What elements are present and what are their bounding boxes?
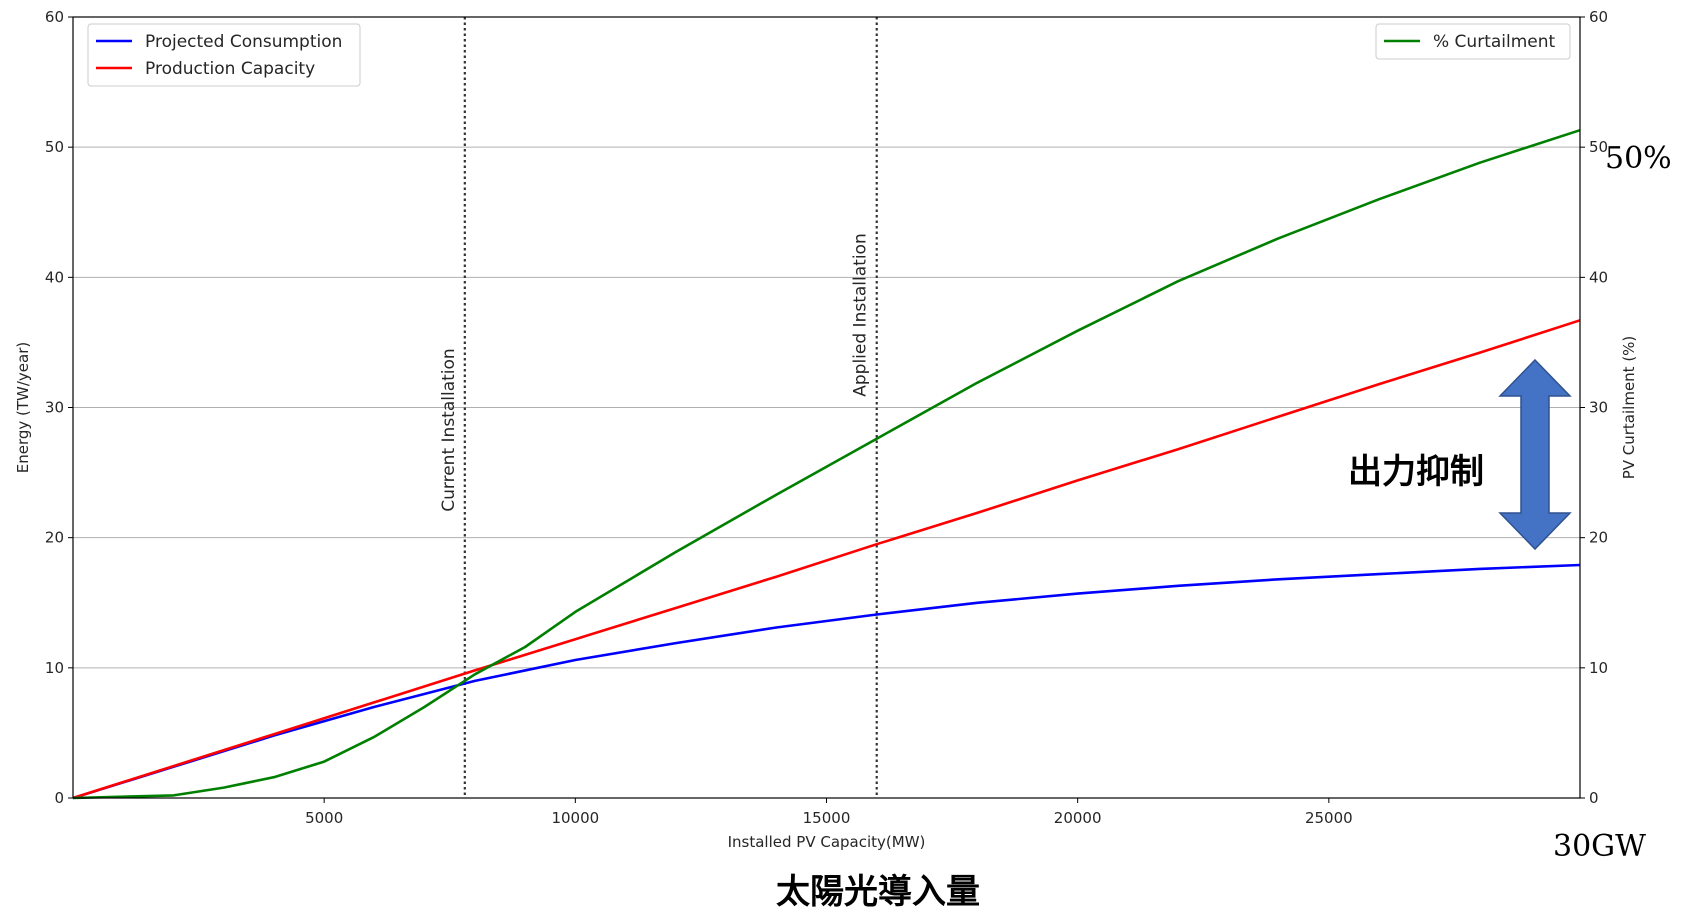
legend-right: % Curtailment: [1375, 23, 1571, 60]
legend-box: [1375, 23, 1571, 60]
y2-tick-label: 20: [1589, 529, 1608, 547]
vline-label: Current Installation: [439, 348, 459, 511]
y2-tick-label: 60: [1589, 8, 1608, 26]
legend-box: [87, 23, 361, 87]
series-lines: [72, 128, 1581, 800]
series-line-projected-consumption: [72, 563, 1581, 800]
legend-left: Projected Consumption Production Capacity: [87, 23, 361, 87]
x-tick-label: 25000: [1305, 809, 1353, 827]
series-line-production-capacity: [72, 319, 1581, 800]
y-tick-label: 10: [45, 659, 64, 677]
y2-tick-label: 50: [1589, 138, 1608, 156]
y2-tick-label: 10: [1589, 659, 1608, 677]
x-axis-label: Installed PV Capacity(MW): [728, 833, 926, 851]
x-tick-label: 10000: [551, 809, 599, 827]
legend-label: Production Capacity: [145, 59, 315, 79]
y-tick-label: 0: [54, 789, 64, 807]
double-arrow-icon: [1498, 358, 1572, 551]
y2-tick-label: 0: [1589, 789, 1599, 807]
legend-label: Projected Consumption: [145, 32, 342, 52]
x-caption-japanese: 太陽光導入量: [776, 872, 980, 912]
y-tick-label: 60: [45, 8, 64, 26]
reference-lines: Current Installation Applied Installation: [439, 17, 878, 798]
capacity-gw-annotation: 30GW: [1553, 829, 1646, 864]
y-tick-label: 20: [45, 529, 64, 547]
y-tick-label: 40: [45, 268, 64, 286]
y-tick-label: 50: [45, 138, 64, 156]
x-tick-label: 5000: [305, 809, 343, 827]
y-tick-label: 30: [45, 399, 64, 417]
curtailment-arrow-label: 出力抑制: [1348, 452, 1484, 492]
legend-label: % Curtailment: [1433, 32, 1556, 52]
vline-label: Applied Installation: [851, 233, 871, 396]
series-line--curtailment: [72, 128, 1581, 800]
y2-axis-label: PV Curtailment (%): [1620, 336, 1638, 480]
x-tick-label: 20000: [1054, 809, 1102, 827]
grid-lines: [73, 146, 1580, 669]
y2-tick-label: 40: [1589, 268, 1608, 286]
y-axis-label: Energy (TW/year): [14, 342, 32, 474]
y2-tick-label: 30: [1589, 399, 1608, 417]
curtailment-percent-annotation: 50%: [1605, 141, 1672, 176]
x-tick-label: 15000: [803, 809, 851, 827]
axis-ticks: 5000 10000 15000 20000 25000 0 10 20 30 40 50 60 0 10…: [45, 8, 1608, 827]
